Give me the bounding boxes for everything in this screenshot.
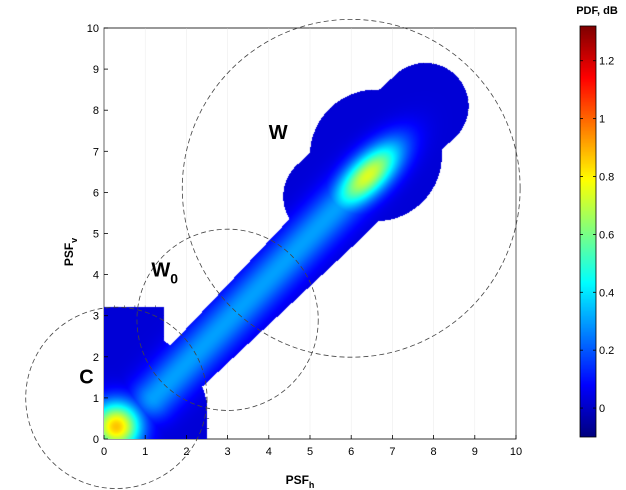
colorbar-tick-label: 0.2 — [599, 345, 614, 357]
x-tick-label: 1 — [142, 446, 148, 458]
region-label-subscript: 0 — [170, 271, 178, 287]
heatmap-image — [104, 28, 516, 439]
x-tick-label: 10 — [510, 446, 522, 458]
colorbar-tick-label: 1.2 — [599, 56, 614, 68]
colorbar-tick-label: 0.8 — [599, 172, 614, 184]
x-axis-label-subscript: h — [309, 480, 315, 490]
region-circle-0 — [25, 306, 208, 489]
y-tick-label: 5 — [93, 229, 99, 241]
x-tick-label: 4 — [266, 446, 272, 458]
region-label-0: C — [79, 367, 93, 389]
y-axis-ticks: 0 1 2 3 4 5 6 7 8 9 10 — [87, 23, 108, 446]
y-tick-label: 8 — [93, 105, 99, 117]
x-tick-label: 5 — [307, 446, 313, 458]
y-tick-label: 0 — [93, 434, 99, 446]
y-tick-label: 4 — [93, 270, 99, 282]
region-label-2: W — [269, 122, 288, 144]
colorbar-tick-label: 0.4 — [599, 287, 614, 299]
y-tick-label: 1 — [93, 393, 99, 405]
y-tick-label: 10 — [87, 23, 99, 35]
region-circle-2 — [181, 18, 521, 358]
y-tick-label: 9 — [93, 64, 99, 76]
region-circles — [25, 18, 521, 489]
region-circle-1 — [136, 228, 319, 411]
y-tick-label: 7 — [93, 146, 99, 158]
x-tick-label: 9 — [472, 446, 478, 458]
region-label-text: W — [269, 122, 288, 144]
colorbar-title: PDF, dB — [576, 5, 618, 17]
x-tick-label: 7 — [389, 446, 395, 458]
y-axis-label: PSFv — [62, 238, 79, 266]
colorbar-tick-label: 0.6 — [599, 229, 614, 241]
colorbar-ticks: 0 0.2 0.4 0.6 0.8 1 1.2 — [580, 56, 614, 415]
colorbar-tick-label: 0 — [599, 403, 605, 415]
x-tick-label: 0 — [101, 446, 107, 458]
region-label-1: W0 — [151, 260, 178, 287]
x-axis-label: PSFh — [286, 473, 315, 490]
colorbar-frame — [579, 25, 597, 438]
x-axis-ticks: 0 1 2 3 4 5 6 7 8 9 10 — [101, 435, 522, 458]
region-label-text: C — [79, 367, 93, 389]
y-axis-label-subscript: v — [69, 238, 79, 243]
y-tick-label: 2 — [93, 352, 99, 364]
y-tick-label: 6 — [93, 187, 99, 199]
colorbar-gradient — [580, 26, 596, 437]
colorbar-tick-label: 1 — [599, 114, 605, 126]
x-tick-label: 2 — [183, 446, 189, 458]
plot-area — [25, 18, 521, 489]
x-tick-label: 8 — [431, 446, 437, 458]
y-tick-label: 3 — [93, 311, 99, 323]
x-tick-label: 3 — [225, 446, 231, 458]
x-tick-label: 6 — [348, 446, 354, 458]
region-label-text: W — [151, 260, 170, 282]
colorbar: PDF, dB 0 0.2 0.4 0.6 0.8 1 1.2 — [576, 5, 618, 438]
